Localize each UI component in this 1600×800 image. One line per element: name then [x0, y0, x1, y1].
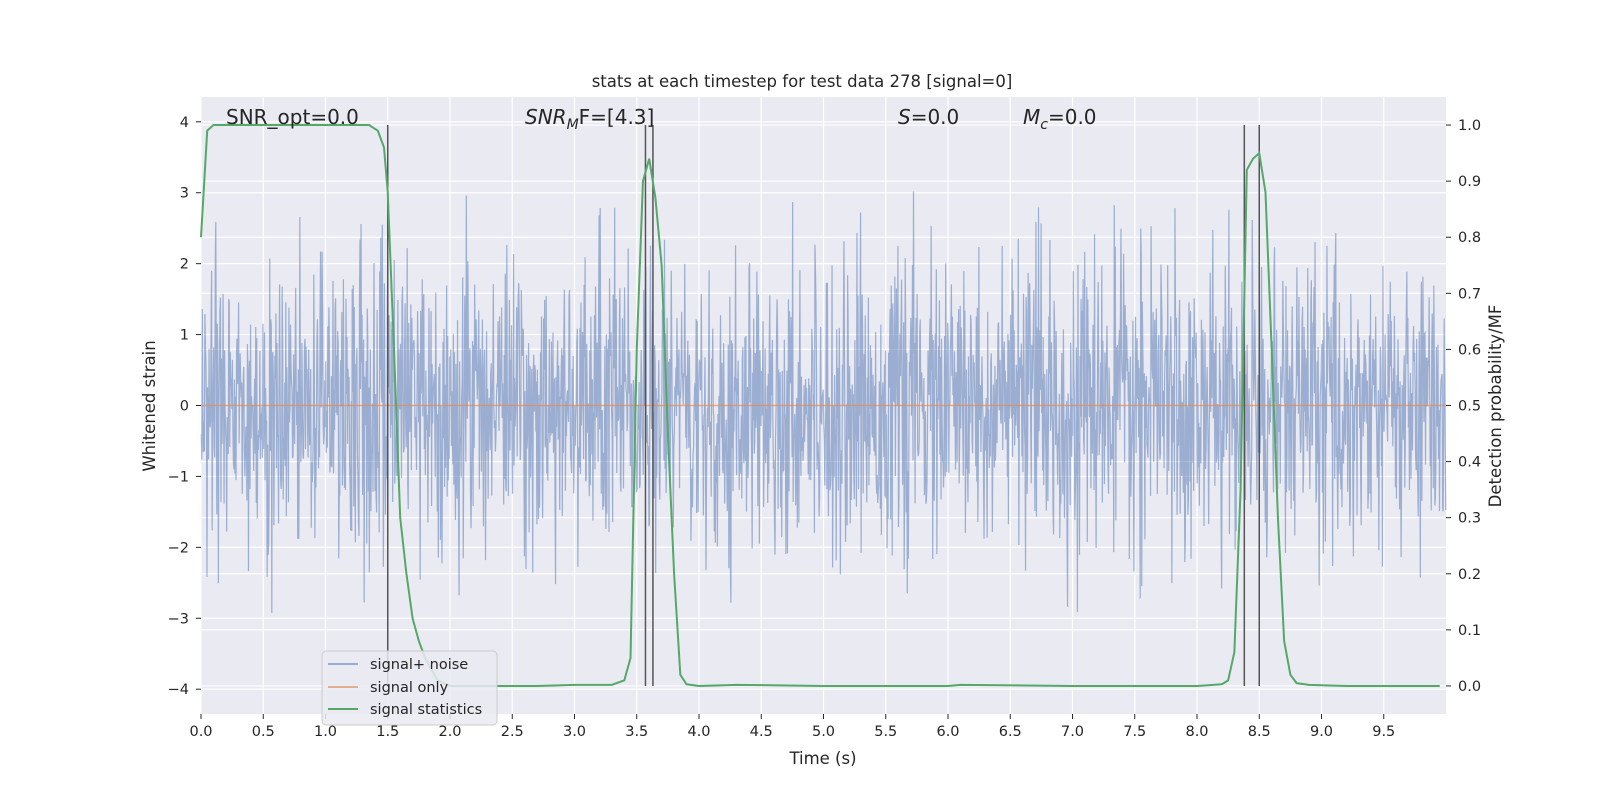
x-tick-label: 6.5: [999, 724, 1022, 740]
left-y-tick-label: −1: [168, 469, 189, 485]
x-tick-label: 9.5: [1372, 724, 1395, 740]
left-y-axis-label: Whitened strain: [140, 340, 159, 471]
x-tick-label: 1.5: [376, 724, 399, 740]
right-y-axis-ticks: 1.0 0.9 0.8 0.7 0.6 0.5 0.4 0.3 0.2 0.1 0.0: [1446, 118, 1481, 695]
left-y-tick-label: 2: [180, 257, 189, 273]
s-rest: =0.0: [911, 105, 960, 129]
x-tick-label: 0.0: [189, 724, 212, 740]
left-y-tick-label: 1: [180, 328, 189, 344]
right-y-tick-label: 0.3: [1458, 511, 1481, 527]
legend-label-signal-only: signal only: [370, 680, 449, 696]
mc-base: M: [1023, 105, 1040, 129]
x-tick-label: 6.0: [936, 724, 959, 740]
annotations: SNR_opt=0.0 SNRMF=[4.3] S=0.0 Mc=0.0: [226, 105, 1097, 133]
s-annotation: S=0.0: [898, 105, 959, 129]
snr-mf-base: SNR: [525, 105, 567, 129]
mc-annotation: Mc=0.0: [1023, 105, 1097, 133]
right-y-tick-label: 1.0: [1458, 118, 1481, 134]
right-y-tick-label: 0.1: [1458, 623, 1481, 639]
x-tick-label: 8.0: [1185, 724, 1208, 740]
x-tick-label: 7.0: [1061, 724, 1084, 740]
right-y-tick-label: 0.5: [1458, 399, 1481, 415]
statistics-line: [200, 124, 1440, 687]
mc-rest: =0.0: [1048, 105, 1097, 129]
x-tick-label: 5.0: [812, 724, 835, 740]
mc-subscript: c: [1040, 117, 1048, 133]
x-tick-label: 2.0: [438, 724, 461, 740]
left-y-tick-label: 3: [180, 186, 189, 202]
x-tick-label: 1.0: [314, 724, 337, 740]
x-axis-label: Time (s): [788, 749, 856, 768]
legend-box: [321, 650, 498, 726]
x-tick-label: 3.5: [625, 724, 648, 740]
left-y-axis-ticks: 4 3 2 1 0 −1 −2 −3 −4: [168, 115, 201, 698]
right-y-tick-label: 0.7: [1458, 286, 1481, 302]
noise-line: [200, 191, 1447, 614]
left-y-tick-label: −2: [168, 540, 189, 556]
x-tick-label: 8.5: [1248, 724, 1271, 740]
s-base: S: [898, 105, 911, 129]
x-tick-label: 7.5: [1123, 724, 1146, 740]
vertical-markers: [387, 125, 1260, 686]
right-y-tick-label: 0.2: [1458, 567, 1481, 583]
x-tick-label: 5.5: [874, 724, 897, 740]
snr-opt-annotation: SNR_opt=0.0: [226, 105, 359, 129]
x-tick-label: 4.0: [687, 724, 710, 740]
snr-mf-rest: F=[4.3]: [579, 105, 655, 129]
x-tick-label: 9.0: [1310, 724, 1333, 740]
right-y-tick-label: 0.4: [1458, 455, 1481, 471]
snr-mf-subscript: M: [567, 117, 579, 133]
left-y-tick-label: 4: [180, 115, 189, 131]
x-tick-label: 3.0: [563, 724, 586, 740]
right-y-tick-label: 0.6: [1458, 342, 1481, 358]
snr-mf-annotation: SNRMF=[4.3]: [525, 105, 654, 133]
left-y-tick-label: 0: [180, 399, 189, 415]
left-y-tick-label: −3: [168, 611, 189, 627]
noise-series: [200, 191, 1447, 614]
right-y-tick-label: 0.8: [1458, 230, 1481, 246]
right-y-tick-label: 0.0: [1458, 679, 1481, 695]
statistics-series: [200, 124, 1440, 687]
x-tick-label: 4.5: [750, 724, 773, 740]
legend-label-statistics: signal statistics: [370, 702, 482, 718]
legend-label-noise: signal+ noise: [370, 657, 468, 673]
x-axis-ticks: 0.0 0.5 1.0 1.5 2.0 2.5 3.0 3.5 4.0 4.5 5.0 5.5 6.0 6…: [189, 714, 1395, 740]
legend: signal+ noise signal only signal statist…: [321, 650, 498, 726]
x-tick-label: 2.5: [501, 724, 524, 740]
right-y-tick-label: 0.9: [1458, 174, 1481, 190]
x-tick-label: 0.5: [252, 724, 275, 740]
right-y-axis-label: Detection probability/MF: [1486, 305, 1505, 508]
chart-title: stats at each timestep for test data 278…: [592, 72, 1013, 91]
left-y-tick-label: −4: [168, 682, 189, 698]
